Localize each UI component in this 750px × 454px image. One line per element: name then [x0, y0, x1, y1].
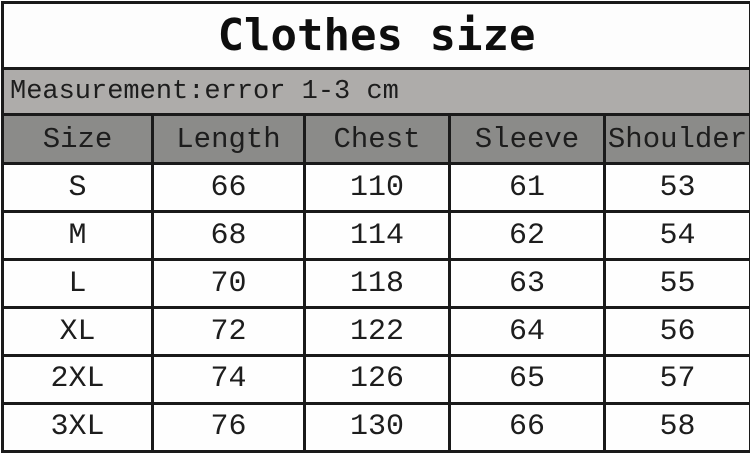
column-header-sleeve: Sleeve — [448, 113, 606, 166]
column-header-size: Size — [1, 113, 154, 166]
table-row-xl: XL 72 122 64 56 — [1, 306, 750, 358]
cell-chest: 126 — [303, 354, 451, 405]
table-row-s: S 66 110 61 53 — [1, 162, 750, 214]
cell-length: 70 — [151, 258, 306, 310]
table-row-l: L 70 118 63 55 — [1, 258, 750, 310]
header-row: Size Length Chest Sleeve Shoulder — [1, 113, 750, 166]
cell-sleeve: 66 — [448, 401, 606, 454]
cell-sleeve: 62 — [448, 210, 606, 262]
column-header-length: Length — [151, 113, 306, 166]
cell-chest: 118 — [303, 258, 451, 310]
table-row-2xl: 2XL 74 126 65 57 — [1, 354, 750, 405]
cell-length: 74 — [151, 354, 306, 405]
cell-size: XL — [1, 306, 154, 358]
cell-shoulder: 58 — [602, 401, 750, 454]
cell-shoulder: 56 — [602, 306, 750, 358]
column-header-chest: Chest — [303, 113, 451, 166]
cell-length: 68 — [151, 210, 306, 262]
cell-size: M — [1, 210, 154, 262]
note-row: Measurement:error 1-3 cm — [0, 67, 750, 117]
page-title: Clothes size — [0, 0, 750, 71]
column-header-shoulder: Shoulder — [602, 113, 750, 166]
cell-shoulder: 54 — [602, 210, 750, 262]
cell-sleeve: 61 — [448, 162, 606, 214]
cell-length: 76 — [151, 401, 306, 454]
cell-shoulder: 53 — [602, 162, 750, 214]
cell-sleeve: 65 — [448, 354, 606, 405]
measurement-note: Measurement:error 1-3 cm — [0, 67, 750, 117]
cell-size: 3XL — [1, 401, 154, 454]
table-row-3xl: 3XL 76 130 66 58 — [1, 401, 750, 454]
cell-chest: 114 — [303, 210, 451, 262]
cell-shoulder: 57 — [602, 354, 750, 405]
cell-length: 66 — [151, 162, 306, 214]
cell-shoulder: 55 — [602, 258, 750, 310]
cell-chest: 130 — [303, 401, 451, 454]
cell-size: 2XL — [1, 354, 154, 405]
cell-chest: 122 — [303, 306, 451, 358]
cell-size: L — [1, 258, 154, 310]
cell-sleeve: 63 — [448, 258, 606, 310]
table-row-m: M 68 114 62 54 — [1, 210, 750, 262]
title-row: Clothes size — [0, 0, 750, 71]
cell-length: 72 — [151, 306, 306, 358]
cell-chest: 110 — [303, 162, 451, 214]
cell-size: S — [1, 162, 154, 214]
cell-sleeve: 64 — [448, 306, 606, 358]
